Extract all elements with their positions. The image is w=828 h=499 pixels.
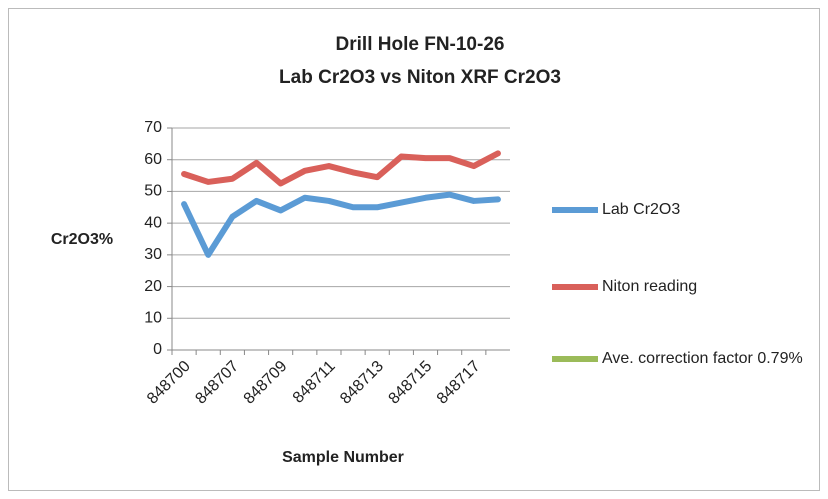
legend-label: Ave. correction factor 0.79% [602, 350, 803, 367]
chart-title: Drill Hole FN-10-26 [336, 34, 505, 55]
y-tick-label: 30 [144, 246, 162, 263]
chart-title: Lab Cr2O3 vs Niton XRF Cr2O3 [279, 67, 561, 88]
y-tick-label: 10 [144, 310, 162, 327]
x-axis-label: Sample Number [282, 449, 404, 466]
y-tick-label: 0 [153, 341, 162, 358]
legend-label: Lab Cr2O3 [602, 201, 681, 218]
y-tick-label: 50 [144, 183, 162, 200]
y-tick-label: 40 [144, 214, 162, 231]
y-axis-label: Cr2O3% [51, 231, 113, 248]
legend-label: Niton reading [602, 278, 698, 295]
chart-border [8, 8, 820, 491]
y-tick-label: 70 [144, 119, 162, 136]
y-tick-label: 60 [144, 151, 162, 168]
data-line [181, 191, 501, 258]
data-line [181, 150, 501, 187]
y-tick-label: 20 [144, 278, 162, 295]
